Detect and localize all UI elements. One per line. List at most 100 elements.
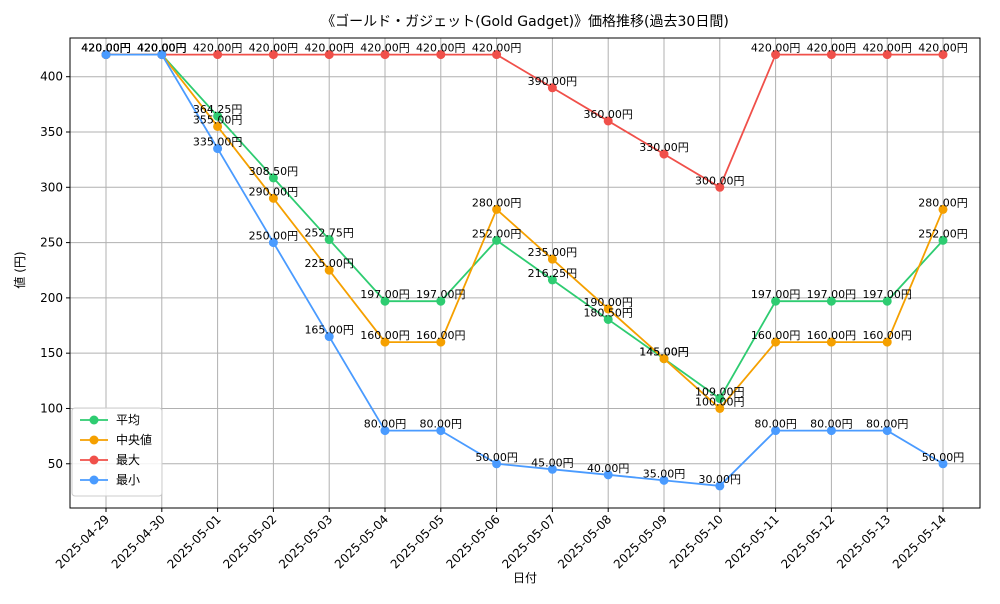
x-tick-label: 2025-05-08 bbox=[555, 512, 614, 571]
data-point bbox=[715, 403, 725, 413]
chart-title: 《ゴールド・ガジェット(Gold Gadget)》価格推移(過去30日間) bbox=[321, 13, 729, 30]
data-point bbox=[826, 426, 836, 436]
data-label: 197.00円 bbox=[416, 288, 466, 301]
data-point bbox=[659, 475, 669, 485]
data-point bbox=[380, 337, 390, 347]
data-label: 250.00円 bbox=[249, 230, 299, 243]
data-point bbox=[882, 426, 892, 436]
data-point bbox=[213, 144, 223, 154]
x-tick-label: 2025-05-14 bbox=[890, 512, 949, 571]
x-tick-label: 2025-05-06 bbox=[444, 512, 503, 571]
data-label: 160.00円 bbox=[751, 329, 801, 342]
data-point bbox=[771, 337, 781, 347]
y-tick-label: 200 bbox=[40, 291, 63, 305]
data-point bbox=[324, 265, 334, 275]
x-tick-label: 2025-05-05 bbox=[388, 512, 447, 571]
data-point bbox=[101, 50, 111, 60]
data-point bbox=[826, 337, 836, 347]
data-point bbox=[715, 182, 725, 192]
data-label: 420.00円 bbox=[862, 42, 912, 55]
data-label: 420.00円 bbox=[249, 42, 299, 55]
data-label: 420.00円 bbox=[360, 42, 410, 55]
data-label: 30.00円 bbox=[699, 473, 742, 486]
series-line bbox=[106, 53, 944, 400]
series-line bbox=[106, 53, 943, 189]
data-label: 308.50円 bbox=[249, 165, 299, 178]
data-point bbox=[268, 173, 278, 183]
y-tick-label: 400 bbox=[40, 70, 63, 84]
data-label: 280.00円 bbox=[472, 196, 522, 209]
data-point bbox=[436, 426, 446, 436]
data-label: 290.00円 bbox=[249, 185, 299, 198]
data-point bbox=[268, 50, 278, 60]
data-label: 420.00円 bbox=[81, 42, 131, 55]
data-label: 420.00円 bbox=[137, 42, 187, 55]
data-point bbox=[659, 149, 669, 159]
data-label: 420.00円 bbox=[416, 42, 466, 55]
data-point bbox=[882, 296, 892, 306]
legend-swatch-marker bbox=[89, 455, 99, 465]
y-tick-label: 300 bbox=[40, 180, 63, 194]
data-point bbox=[492, 50, 502, 60]
data-point bbox=[771, 426, 781, 436]
data-label: 300.00円 bbox=[695, 174, 745, 187]
data-label: 390.00円 bbox=[528, 75, 578, 88]
legend-label: 最大 bbox=[116, 453, 140, 467]
data-point bbox=[603, 116, 613, 126]
data-label: 100.00円 bbox=[695, 395, 745, 408]
data-point bbox=[324, 235, 334, 245]
data-point bbox=[268, 238, 278, 248]
data-label: 180.50円 bbox=[583, 306, 633, 319]
data-point bbox=[938, 459, 948, 469]
x-tick-label: 2025-04-30 bbox=[109, 512, 168, 571]
data-label: 360.00円 bbox=[583, 108, 633, 121]
legend-swatch-marker bbox=[89, 435, 99, 445]
data-point bbox=[603, 470, 613, 480]
data-point bbox=[603, 304, 613, 314]
data-point bbox=[715, 481, 725, 491]
data-point bbox=[715, 394, 725, 404]
data-point bbox=[771, 296, 781, 306]
series-layer bbox=[101, 50, 948, 491]
data-point bbox=[547, 254, 557, 264]
data-label: 225.00円 bbox=[304, 257, 354, 270]
data-label: 335.00円 bbox=[193, 136, 243, 149]
data-label: 50.00円 bbox=[922, 451, 965, 464]
x-tick-label: 2025-05-11 bbox=[723, 512, 782, 571]
data-point bbox=[771, 50, 781, 60]
data-label: 197.00円 bbox=[751, 288, 801, 301]
data-point bbox=[380, 426, 390, 436]
data-label: 252.00円 bbox=[472, 227, 522, 240]
data-point bbox=[436, 296, 446, 306]
legend-swatch-marker bbox=[89, 415, 99, 425]
axes-layer: 50 100 150 200 250 300 350 400 2025-04-292025-04… bbox=[40, 37, 981, 571]
data-label: 420.00円 bbox=[137, 42, 187, 55]
data-label: 197.00円 bbox=[360, 288, 410, 301]
data-label: 35.00円 bbox=[643, 467, 686, 480]
data-label: 280.00円 bbox=[918, 196, 968, 209]
data-label: 252.75円 bbox=[304, 227, 354, 240]
data-label: 235.00円 bbox=[528, 246, 578, 259]
x-tick-label: 2025-05-12 bbox=[778, 512, 837, 571]
data-label: 420.00円 bbox=[81, 42, 131, 55]
data-label: 420.00円 bbox=[304, 42, 354, 55]
data-point bbox=[380, 50, 390, 60]
data-point bbox=[436, 337, 446, 347]
legend-label: 平均 bbox=[116, 413, 140, 427]
data-label: 216.25円 bbox=[528, 267, 578, 280]
data-point bbox=[213, 50, 223, 60]
legend-label: 最小 bbox=[116, 473, 140, 487]
data-label: 355.00円 bbox=[193, 113, 243, 126]
data-label: 420.00円 bbox=[193, 42, 243, 55]
x-tick-label: 2025-05-03 bbox=[276, 512, 335, 571]
data-label: 160.00円 bbox=[360, 329, 410, 342]
data-label: 165.00円 bbox=[304, 324, 354, 337]
legend-swatch-marker bbox=[89, 475, 99, 485]
data-point bbox=[492, 235, 502, 245]
data-label: 330.00円 bbox=[639, 141, 689, 154]
data-point bbox=[324, 332, 334, 342]
x-tick-label: 2025-05-13 bbox=[834, 512, 893, 571]
x-tick-label: 2025-04-29 bbox=[53, 512, 112, 571]
